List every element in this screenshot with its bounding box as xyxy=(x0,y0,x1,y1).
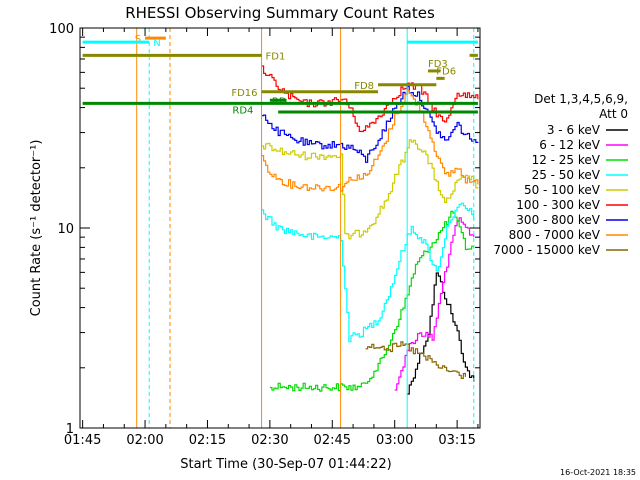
y-tick-label-2: 10 xyxy=(57,222,74,237)
legend-label-5: 50 - 100 keV xyxy=(524,183,601,197)
state-bar-label-10: RD xyxy=(272,96,287,107)
series-line-8 xyxy=(261,89,479,192)
x-tick-label-4: 02:30 xyxy=(251,433,288,448)
legend-label-7: 300 - 800 keV xyxy=(516,213,600,227)
legend-header: Det 1,3,4,5,6,9, xyxy=(534,92,628,106)
y-tick-label-1: 1 xyxy=(66,422,74,437)
legend-label-3: 12 - 25 keV xyxy=(532,153,601,167)
series-line-1 xyxy=(407,272,475,395)
legend-header-att: Att 0 xyxy=(599,107,628,121)
state-bar-label-7: FD6 xyxy=(436,66,456,77)
state-bar-label-1: S xyxy=(135,34,141,45)
x-tick-label-2: 02:00 xyxy=(126,433,163,448)
legend-label-2: 6 - 12 keV xyxy=(539,138,601,152)
series-line-9 xyxy=(365,341,466,379)
state-bar-label-8: FD8 xyxy=(354,81,374,92)
footer-date: 16-Oct-2021 18:35 xyxy=(560,468,636,477)
y-tick-label-3: 100 xyxy=(49,22,74,37)
y-axis-label: Count Rate (s⁻¹ detector⁻¹) xyxy=(29,140,44,317)
series-layer xyxy=(261,65,479,395)
state-bar-label-6: FD3 xyxy=(428,59,448,70)
x-tick-label-1: 01:45 xyxy=(64,433,101,448)
series-line-6 xyxy=(261,65,479,133)
x-tick-label-5: 02:45 xyxy=(314,433,351,448)
legend-label-9: 7000 - 15000 keV xyxy=(493,243,600,257)
x-tick-label-7: 03:15 xyxy=(438,433,475,448)
legend-label-1: 3 - 6 keV xyxy=(547,123,601,137)
x-tick-label-6: 03:00 xyxy=(376,433,413,448)
x-axis-label: Start Time (30-Sep-07 01:44:22) xyxy=(180,457,391,472)
chart-title: RHESSI Observing Summary Count Rates xyxy=(125,4,435,22)
series-line-2 xyxy=(394,217,475,391)
axes-layer: 01:45 02:00 02:15 02:30 02:45 03:00 03:15 1 10 10… xyxy=(49,22,480,448)
state-bar-label-4: FD1 xyxy=(266,51,286,62)
state-bar-label-rd4: RD4 xyxy=(232,105,253,116)
state-bar-label-9: FD16 xyxy=(231,88,257,99)
x-tick-label-3: 02:15 xyxy=(189,433,226,448)
legend-label-4: 25 - 50 keV xyxy=(532,168,601,182)
series-line-5 xyxy=(261,139,479,240)
series-line-3 xyxy=(269,210,475,392)
legend-label-8: 800 - 7000 keV xyxy=(509,228,601,242)
state-bar-label-2: N xyxy=(153,38,160,49)
legend-label-6: 100 - 300 keV xyxy=(516,198,600,212)
series-line-4 xyxy=(261,202,475,343)
series-line-7 xyxy=(261,85,479,163)
